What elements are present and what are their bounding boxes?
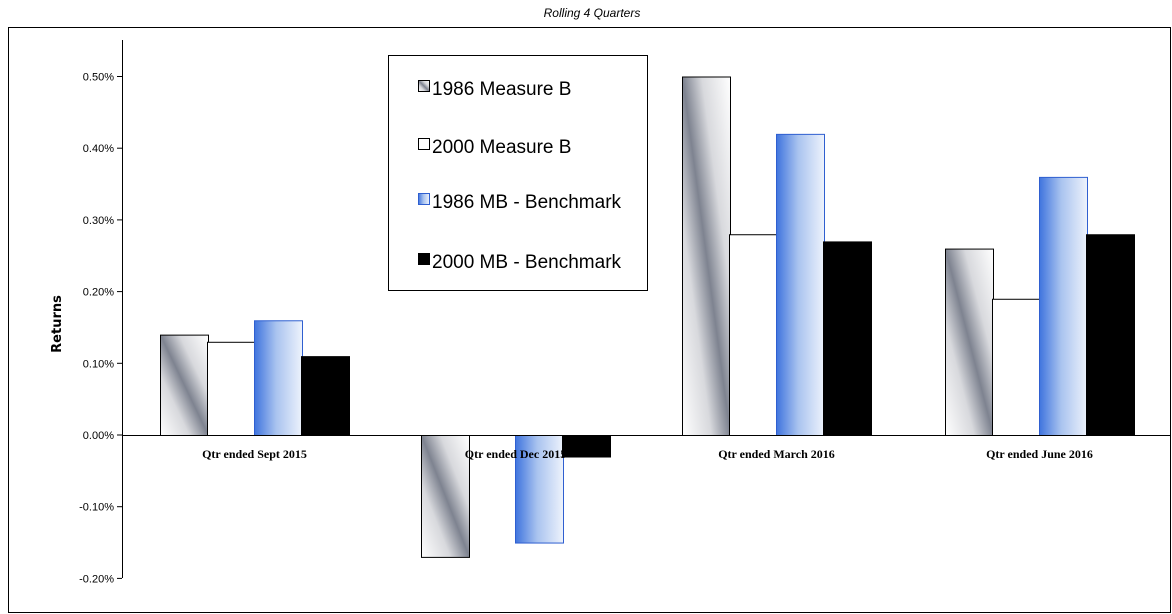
bar <box>992 298 1041 436</box>
legend-swatch <box>418 80 430 92</box>
y-tick-label: 0.20% <box>83 287 114 299</box>
bar <box>421 435 470 558</box>
bar <box>515 435 564 544</box>
bar <box>823 241 872 436</box>
legend-swatch <box>418 253 430 265</box>
legend-label: 1986 MB - Benchmark <box>432 192 622 213</box>
x-axis-categories: Qtr ended Sept 2015 Qtr ended Dec 2015 Qtr… <box>202 447 1093 461</box>
bar <box>729 234 778 436</box>
y-tick-label: -0.10% <box>79 502 114 514</box>
y-axis-label: Returns <box>50 295 65 353</box>
bar <box>1039 176 1088 436</box>
legend-swatch <box>418 193 430 205</box>
legend-label: 2000 MB - Benchmark <box>432 252 622 273</box>
bar <box>207 341 256 437</box>
legend-label: 2000 Measure B <box>432 137 571 158</box>
x-category-label: Qtr ended Sept 2015 <box>202 447 307 461</box>
x-category-label: Qtr ended March 2016 <box>718 447 835 461</box>
y-tick-label: 0.50% <box>83 72 114 84</box>
y-tick-label: -0.20% <box>79 573 114 585</box>
bar <box>562 435 611 458</box>
chart-title: Rolling 4 Quarters <box>544 6 641 20</box>
bar <box>1086 234 1135 436</box>
legend: 1986 Measure B 2000 Measure B 1986 MB - Be… <box>388 55 648 291</box>
bar <box>301 356 350 437</box>
bar <box>160 334 209 436</box>
y-tick-label: 0.40% <box>83 143 114 155</box>
y-axis-ticks: 0.50% 0.40% 0.30% 0.20% 0.10% 0.00% -0.10% -0.2… <box>79 72 122 585</box>
bar <box>254 320 303 436</box>
legend-box <box>388 55 648 291</box>
legend-swatch <box>418 138 430 150</box>
bar <box>945 248 994 436</box>
bar <box>776 133 825 437</box>
bar <box>682 76 731 436</box>
bars <box>160 76 1135 558</box>
x-category-label: Qtr ended Dec 2015 <box>465 447 566 461</box>
y-tick-label: 0.10% <box>83 358 114 370</box>
legend-label: 1986 Measure B <box>432 79 571 100</box>
y-tick-label: 0.00% <box>83 430 114 442</box>
x-category-label: Qtr ended June 2016 <box>986 447 1093 461</box>
y-tick-label: 0.30% <box>83 215 114 227</box>
